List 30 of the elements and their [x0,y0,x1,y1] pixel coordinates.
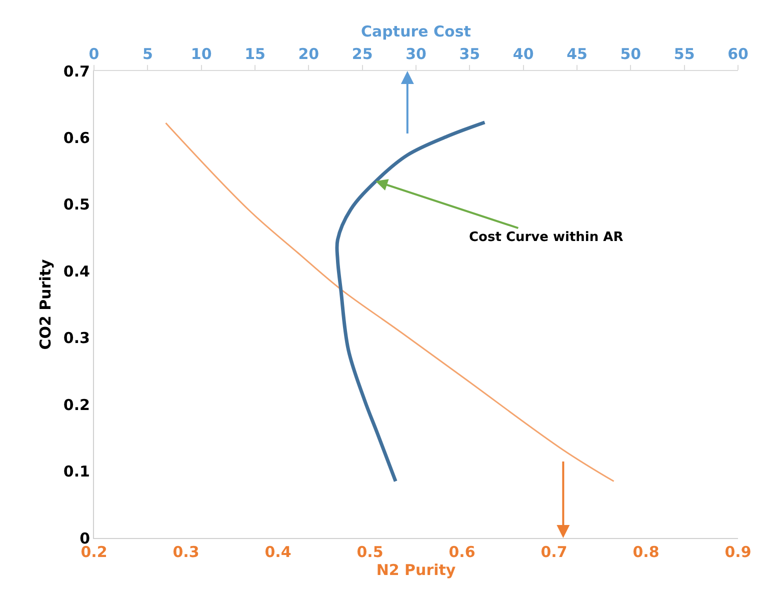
x2-tick-label: 25 [352,45,373,63]
x2-tick-label: 55 [674,45,695,63]
y-tick-label: 0.6 [63,128,90,147]
x-tick-label: 0.5 [356,543,384,561]
x-tick-label: 0.4 [264,543,292,561]
x2-tick-label: 20 [298,45,320,63]
y-tick-label: 0.2 [63,396,90,414]
y-tick-label: 0.1 [63,462,90,481]
x2-tick-label: 30 [406,45,426,63]
y-tick-label: 0.3 [63,329,90,348]
y-tick-label: 0.4 [63,262,90,280]
x-tick-label: 0.7 [540,543,568,561]
x2-tick-label: 10 [190,45,212,63]
x2-tick-label: 45 [566,45,588,63]
x2-tick-label: 60 [728,45,748,63]
x2-axis-title: Capture Cost [361,22,471,40]
x-tick-label: 0.8 [632,543,660,561]
y-tick-label: 0.5 [63,196,90,214]
x2-tick-label: 15 [244,45,266,63]
x2-tick-label: 5 [142,45,153,63]
x2-tick-label: 35 [459,45,480,63]
x2-tick-label: 40 [512,45,534,63]
x-axis-title: N2 Purity [376,561,456,579]
y-tick-label: 0.7 [63,62,90,80]
annotation: Cost Curve within AR [469,230,624,245]
y-axis-title: CO2 Purity [36,258,55,350]
x-tick-label: 0.9 [724,543,752,561]
x-tick-label: 0.6 [448,543,476,561]
x2-tick-label: 50 [620,45,642,63]
x-tick-label: 0.3 [172,543,200,561]
